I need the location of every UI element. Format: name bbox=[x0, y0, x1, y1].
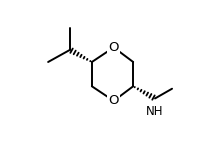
Text: NH: NH bbox=[146, 106, 163, 118]
Text: O: O bbox=[108, 41, 119, 54]
Text: O: O bbox=[108, 94, 119, 107]
